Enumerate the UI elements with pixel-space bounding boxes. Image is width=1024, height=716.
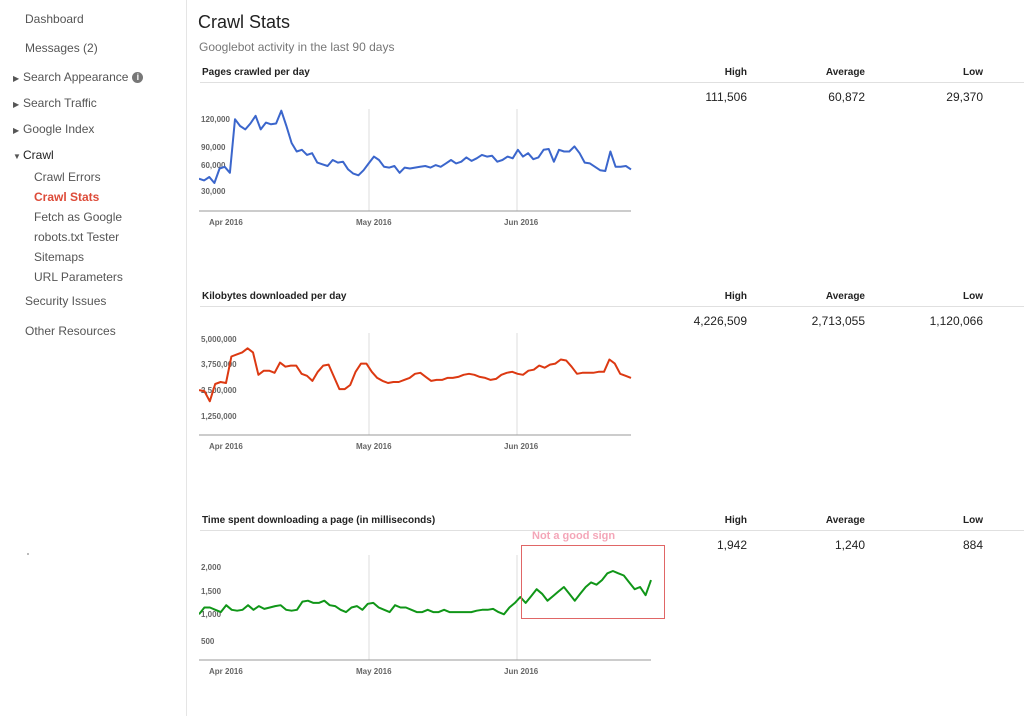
divider-dot: [27, 553, 29, 555]
stat-header-average: Average: [825, 291, 865, 302]
stat-value-average: 60,872: [828, 90, 865, 104]
nav-crawl-stats[interactable]: Crawl Stats: [34, 190, 100, 204]
download-time-chart[interactable]: 2,000 1,500 1,000 500 Apr 2016 May 2016 Jun 20…: [199, 553, 659, 678]
y-tick-label: 90,000: [201, 143, 226, 152]
stat-value-low: 884: [962, 538, 983, 552]
chart-section-kilobytes: Kilobytes downloaded per day High Averag…: [187, 291, 1024, 461]
nav-sitemaps[interactable]: Sitemaps: [34, 250, 85, 264]
stat-header-high: High: [724, 515, 747, 526]
x-tick-label: May 2016: [356, 442, 392, 451]
chevron-right-icon: ▶: [13, 74, 20, 83]
kilobytes-downloaded-chart[interactable]: 5,000,000 3,750,000 2,500,000 1,250,000 Apr …: [199, 331, 639, 456]
section-divider: [200, 82, 1024, 83]
stat-header-high: High: [724, 291, 747, 302]
y-tick-label: 30,000: [201, 187, 226, 196]
y-tick-label: 5,000,000: [201, 335, 237, 344]
stat-value-high: 111,506: [705, 90, 747, 104]
y-tick-label: 60,000: [201, 161, 226, 170]
chart-title: Time spent downloading a page (in millis…: [202, 515, 436, 526]
y-tick-label: 3,750,000: [201, 360, 237, 369]
nav-messages[interactable]: Messages (2): [25, 41, 98, 55]
chart-section-download-time: Time spent downloading a page (in millis…: [187, 515, 1024, 710]
stat-value-low: 1,120,066: [929, 314, 983, 328]
section-divider: [200, 306, 1024, 307]
x-tick-label: Apr 2016: [209, 667, 243, 676]
stat-header-average: Average: [825, 515, 865, 526]
chart-section-pages-crawled: Pages crawled per day High Average Low 1…: [187, 67, 1024, 237]
nav-robots-tester[interactable]: robots.txt Tester: [34, 230, 120, 244]
nav-google-index[interactable]: ▶ Google Index: [13, 122, 94, 136]
nav-search-appearance[interactable]: ▶ Search Appearance i: [13, 70, 144, 84]
nav-search-traffic[interactable]: ▶ Search Traffic: [13, 96, 97, 110]
y-tick-label: 500: [201, 637, 215, 646]
x-tick-label: May 2016: [356, 218, 392, 227]
y-tick-label: 1,500: [201, 587, 222, 596]
stat-header-low: Low: [963, 515, 983, 526]
nav-crawl-errors[interactable]: Crawl Errors: [34, 170, 101, 184]
chevron-right-icon: ▶: [13, 126, 20, 135]
stat-value-high: 4,226,509: [693, 314, 747, 328]
nav-fetch-as-google[interactable]: Fetch as Google: [34, 210, 123, 224]
annotation-label: Not a good sign: [532, 530, 616, 542]
nav-search-traffic-label: Search Traffic: [23, 96, 97, 110]
x-tick-label: Apr 2016: [209, 442, 243, 451]
annotation-box: [521, 545, 665, 619]
series-line: [199, 347, 632, 403]
page-subtitle: Googlebot activity in the last 90 days: [199, 40, 395, 54]
x-tick-label: Apr 2016: [209, 218, 243, 227]
stat-header-average: Average: [825, 67, 865, 78]
chevron-right-icon: ▶: [13, 100, 20, 109]
main-content: Crawl Stats Googlebot activity in the la…: [187, 0, 1024, 716]
section-divider: [200, 530, 1024, 531]
x-tick-label: Jun 2016: [504, 442, 539, 451]
chevron-down-icon: ▼: [13, 152, 21, 161]
nav-crawl[interactable]: ▼ Crawl: [13, 148, 54, 162]
stat-value-average: 2,713,055: [811, 314, 865, 328]
stat-header-low: Low: [963, 291, 983, 302]
nav-other-resources[interactable]: Other Resources: [25, 324, 116, 338]
y-tick-label: 1,000: [201, 610, 222, 619]
x-tick-label: Jun 2016: [504, 667, 539, 676]
info-icon[interactable]: i: [132, 72, 144, 83]
stat-value-low: 29,370: [946, 90, 983, 104]
nav-crawl-label: Crawl: [23, 148, 54, 162]
nav-url-parameters[interactable]: URL Parameters: [34, 270, 123, 284]
series-line: [199, 570, 652, 616]
stat-header-low: Low: [963, 67, 983, 78]
y-tick-label: 2,000: [201, 563, 222, 572]
stat-value-high: 1,942: [716, 538, 747, 552]
x-tick-label: Jun 2016: [504, 218, 539, 227]
y-tick-label: 1,250,000: [201, 412, 237, 421]
chart-title: Pages crawled per day: [202, 67, 310, 78]
x-tick-label: May 2016: [356, 667, 392, 676]
pages-crawled-chart[interactable]: 120,000 90,000 60,000 30,000 Apr 2016 May 201…: [199, 107, 639, 232]
nav-security-issues[interactable]: Security Issues: [25, 294, 107, 308]
chart-title: Kilobytes downloaded per day: [202, 291, 347, 302]
stat-header-high: High: [724, 67, 747, 78]
y-tick-label: 120,000: [201, 115, 230, 124]
nav-dashboard[interactable]: Dashboard: [25, 12, 84, 26]
sidebar-nav: Dashboard Messages (2) ▶ Search Appearanc…: [0, 0, 187, 716]
stat-value-average: 1,240: [834, 538, 865, 552]
page-title: Crawl Stats: [198, 12, 291, 32]
series-line: [199, 109, 632, 184]
nav-search-appearance-label: Search Appearance: [23, 70, 129, 84]
y-tick-label: 2,500,000: [201, 386, 237, 395]
nav-google-index-label: Google Index: [23, 122, 95, 136]
